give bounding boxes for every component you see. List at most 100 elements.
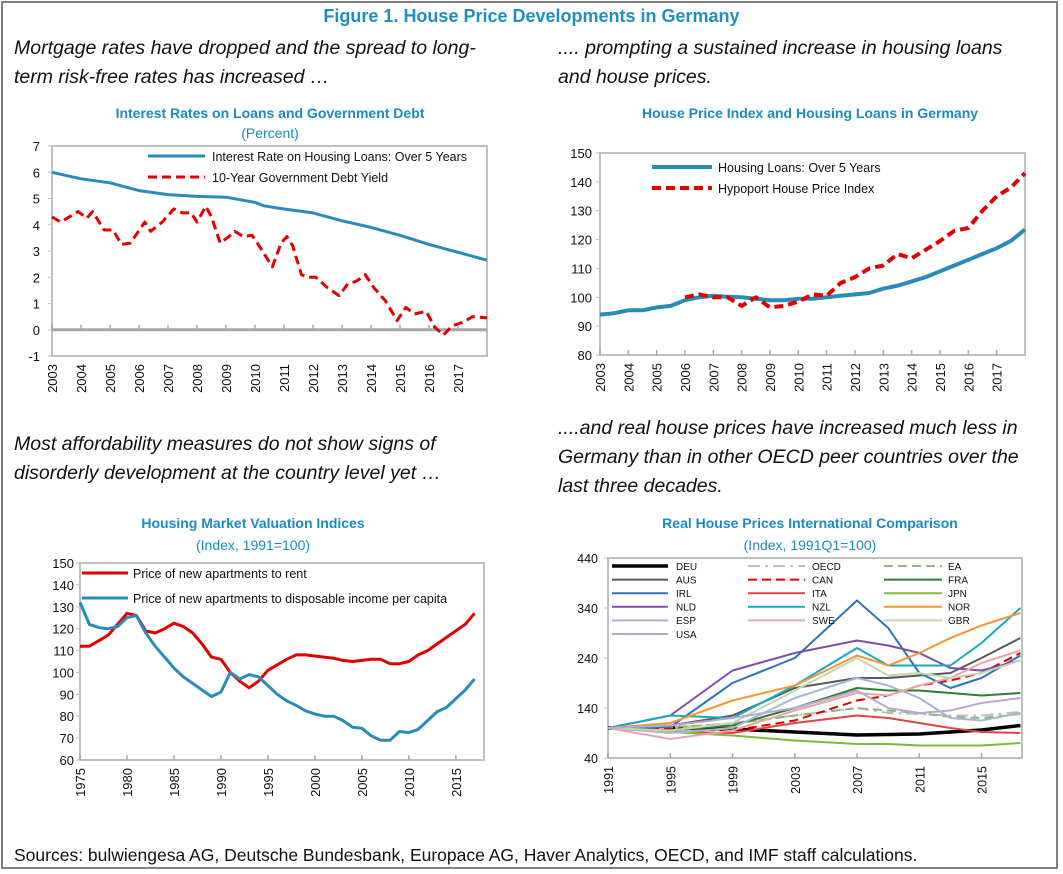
x-tick-label: 2004 xyxy=(74,364,89,393)
legend-label: NLD xyxy=(676,603,696,614)
y-tick-label: 340 xyxy=(577,602,598,616)
y-tick-label: 140 xyxy=(52,578,74,593)
figure-title: Figure 1. House Price Developments in Ge… xyxy=(323,6,740,26)
y-tick-label: -1 xyxy=(28,349,40,364)
y-tick-label: 5 xyxy=(33,192,40,207)
legend-label: Hypoport House Price Index xyxy=(718,182,875,196)
chart-2: 80 90 100 110 120 130 140 150 2003 2004 2005 2006 20… xyxy=(570,146,1027,392)
series-line-price-of-new-apartments-to-disposable-income-per-capita xyxy=(78,601,476,742)
x-tick-label: 2009 xyxy=(763,363,778,392)
y-tick-label: 4 xyxy=(33,218,40,233)
chart-4: 40 140 240 340 440 1991 1995 1999 2003 2007 2011 20… xyxy=(577,552,1023,794)
series-line-fra xyxy=(607,687,1021,732)
legend-label: OECD xyxy=(812,562,841,573)
y-tick-label: 150 xyxy=(52,556,74,571)
x-tick-label: 2010 xyxy=(248,364,263,393)
chart2-title: House Price Index and Housing Loans in G… xyxy=(641,105,979,121)
x-tick-label: 2017 xyxy=(990,363,1005,392)
y-tick-label: 140 xyxy=(570,175,592,190)
chart4-subtitle: (Index, 1991Q1=100) xyxy=(743,537,877,553)
y-tick-label: 60 xyxy=(60,753,74,768)
chart3-title: Housing Market Valuation Indices xyxy=(141,515,365,531)
y-tick-label: 140 xyxy=(577,702,598,716)
x-tick-label: 1995 xyxy=(664,766,678,794)
x-tick-label: 2008 xyxy=(735,363,750,392)
series-line-aus xyxy=(607,637,1021,729)
intro-bottom-left: Most affordability measures do not show … xyxy=(14,433,442,484)
y-tick-label: 150 xyxy=(570,146,592,161)
series-line-interest-rate-on-housing-loans-over-5-years xyxy=(51,170,488,262)
x-tick-label: 1990 xyxy=(214,768,229,797)
legend: DEU OECD EA AUS CAN FRA IRL ITA JPN NLD NZL NOR ESP S… xyxy=(612,562,970,641)
intro-bottom-right: ....and real house prices have increased… xyxy=(558,417,1019,497)
x-tick-label: 2013 xyxy=(335,364,350,393)
y-tick-label: 80 xyxy=(578,348,592,363)
chart3-subtitle: (Index, 1991=100) xyxy=(195,537,311,553)
y-tick-label: 110 xyxy=(571,261,592,276)
x-tick-label: 2017 xyxy=(451,364,466,393)
chart1-subtitle: (Percent) xyxy=(241,125,299,141)
chart1-title: Interest Rates on Loans and Government D… xyxy=(115,105,425,121)
series-line-gbr xyxy=(607,657,1021,732)
x-tick-label: 2011 xyxy=(913,766,927,793)
legend-label: ITA xyxy=(812,589,827,600)
legend-label: DEU xyxy=(676,562,697,573)
legend: Price of new apartments to rent Price of … xyxy=(82,567,447,606)
series-line-can xyxy=(607,652,1021,732)
x-tick-label: 2006 xyxy=(132,364,147,393)
x-tick-label: 2010 xyxy=(791,363,806,392)
x-tick-label: 2004 xyxy=(621,363,636,392)
chart4-title: Real House Prices International Comparis… xyxy=(662,515,958,531)
x-tick-label: 2009 xyxy=(219,364,234,393)
series-line-price-of-new-apartments-to-rent xyxy=(80,611,476,690)
y-tick-label: 40 xyxy=(584,752,598,766)
y-tick-label: 2 xyxy=(33,270,40,285)
x-tick-label: 2016 xyxy=(422,364,437,393)
y-tick-label: 90 xyxy=(578,319,592,334)
x-tick-label: 2014 xyxy=(364,364,379,393)
y-tick-label: 130 xyxy=(570,204,592,219)
legend-label: JPN xyxy=(948,589,967,600)
x-tick-label: 1975 xyxy=(73,768,88,797)
y-tick-label: 120 xyxy=(570,233,592,248)
x-tick-label: 1980 xyxy=(120,768,135,797)
x-tick-label: 1995 xyxy=(261,768,276,797)
y-tick-label: 100 xyxy=(570,290,592,305)
x-tick-label: 2008 xyxy=(190,364,205,393)
series-line-hypoport-house-price-index xyxy=(684,171,1027,310)
x-tick-label: 2014 xyxy=(905,363,920,392)
x-tick-label: 2005 xyxy=(650,363,665,392)
y-tick-label: 3 xyxy=(33,244,40,259)
x-tick-label: 2016 xyxy=(961,363,976,392)
series-line-oecd xyxy=(608,707,1021,729)
x-tick-label: 2003 xyxy=(593,363,608,392)
x-tick-label: 2015 xyxy=(449,768,464,797)
legend-label: ESP xyxy=(676,616,696,627)
y-tick-label: 130 xyxy=(52,600,74,615)
legend: Housing Loans: Over 5 Years Hypoport Hous… xyxy=(652,161,881,196)
legend-label: Price of new apartments to disposable in… xyxy=(133,592,447,606)
series-line-nld xyxy=(607,639,1021,729)
x-tick-label: 2012 xyxy=(848,363,863,392)
series-line-nor xyxy=(607,612,1021,729)
x-tick-label: 2015 xyxy=(933,363,948,392)
x-tick-label: 2011 xyxy=(820,363,835,391)
series-line-swe xyxy=(607,649,1021,740)
y-tick-label: 440 xyxy=(577,552,598,566)
legend-label: USA xyxy=(676,630,697,641)
y-tick-label: 110 xyxy=(53,644,74,659)
series-line-ita xyxy=(607,714,1021,734)
series-line-10-year-government-debt-yield xyxy=(51,204,488,337)
y-tick-label: 80 xyxy=(60,709,74,724)
y-tick-label: 120 xyxy=(52,622,74,637)
legend-label: SWE xyxy=(812,616,835,627)
y-tick-label: 100 xyxy=(52,665,74,680)
x-tick-label: 2003 xyxy=(45,364,60,393)
y-tick-label: 0 xyxy=(33,323,40,338)
legend-label: EA xyxy=(948,562,962,573)
legend: Interest Rate on Housing Loans: Over 5 Y… xyxy=(148,150,467,185)
intro-top-right: .... prompting a sustained increase in h… xyxy=(558,37,1003,88)
x-tick-label: 2013 xyxy=(876,363,891,392)
x-tick-label: 2007 xyxy=(161,364,176,393)
